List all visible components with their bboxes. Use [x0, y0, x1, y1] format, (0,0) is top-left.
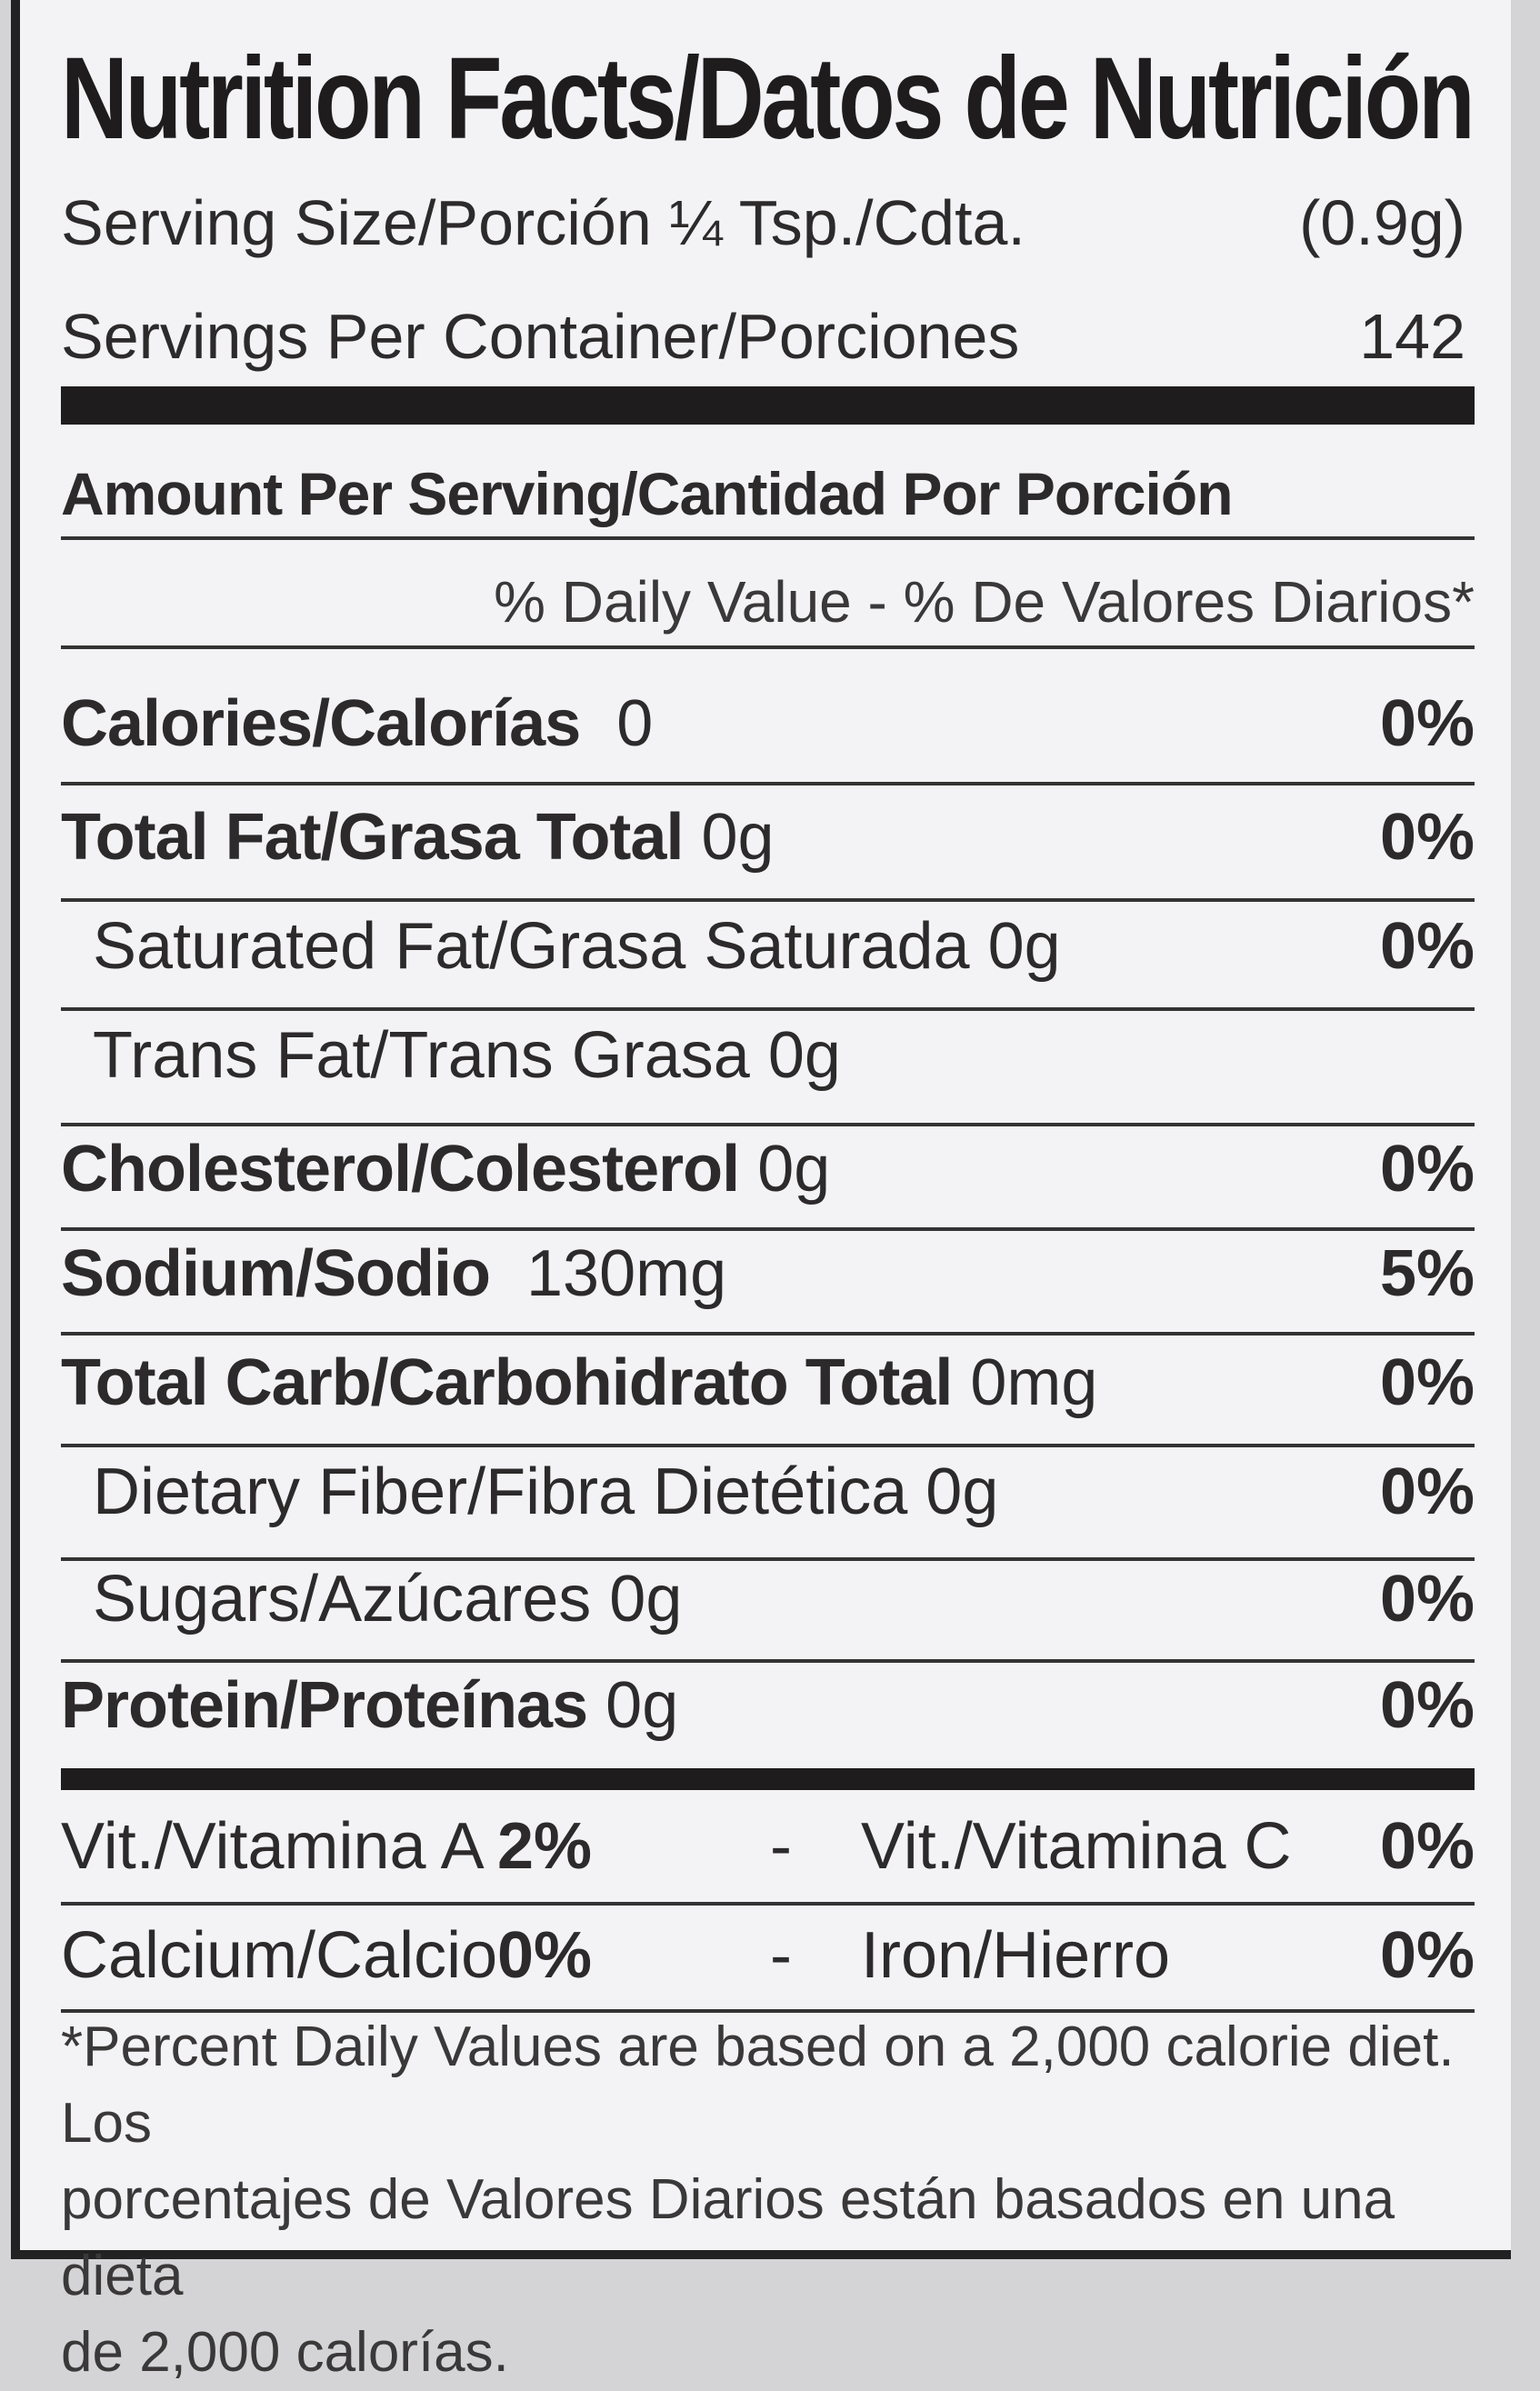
- divider: [61, 536, 1475, 540]
- nutrient-name: Calories/Calorías: [61, 687, 581, 760]
- nutrient-row-total-carb: Total Carb/Carbohidrato Total 0mg 0%: [61, 1346, 1475, 1420]
- thick-divider: [61, 1768, 1475, 1790]
- nutrient-dv: 5%: [1379, 1237, 1475, 1310]
- divider: [61, 2009, 1475, 2013]
- label-title: Nutrition Facts/Datos de Nutrición: [61, 34, 1475, 164]
- nutrient-name: Protein/Proteínas: [61, 1669, 588, 1742]
- vitamin-value: 2%: [497, 1810, 593, 1883]
- daily-value-header: % Daily Value - % De Valores Diarios*: [494, 569, 1475, 635]
- divider: [61, 645, 1475, 649]
- divider: [61, 898, 1475, 902]
- nutrient-name: Total Carb/Carbohidrato Total: [61, 1346, 953, 1419]
- nutrient-dv: 0%: [1379, 1563, 1475, 1636]
- nutrient-name: Total Fat/Grasa Total: [61, 801, 684, 874]
- amount-per-serving: Amount Per Serving/Cantidad Por Porción: [61, 460, 1234, 527]
- nutrient-name: Sodium/Sodio: [61, 1237, 491, 1310]
- servings-per-container-label: Servings Per Container/Porciones: [61, 301, 1020, 372]
- nutrient-row-cholesterol: Cholesterol/Colesterol 0g 0%: [61, 1132, 1475, 1206]
- servings-per-container-row: Servings Per Container/Porciones 142: [61, 300, 1475, 373]
- vitamin-name: Vit./Vitamina A: [61, 1810, 485, 1883]
- divider: [61, 1123, 1475, 1126]
- nutrient-name: Saturated Fat/Grasa Saturada: [93, 910, 970, 983]
- footnote-line: *Percent Daily Values are based on a 2,0…: [61, 2016, 1455, 2155]
- nutrient-row-protein: Protein/Proteínas 0g 0%: [61, 1668, 1475, 1743]
- nutrient-dv: 0%: [1379, 687, 1475, 760]
- divider: [61, 1227, 1475, 1231]
- nutrient-amount: 0g: [605, 1669, 679, 1742]
- nutrient-amount: 0g: [767, 1019, 841, 1092]
- nutrition-label: Nutrition Facts/Datos de Nutrición Servi…: [11, 0, 1511, 2384]
- nutrient-amount: 0mg: [970, 1346, 1098, 1419]
- nutrient-dv: 0%: [1379, 1456, 1475, 1528]
- divider: [61, 782, 1475, 785]
- serving-size-value: (0.9g): [1299, 187, 1465, 258]
- nutrient-dv: 0%: [1379, 1669, 1475, 1742]
- divider: [61, 1007, 1475, 1011]
- serving-size-label: Serving Size/Porción ¼ Tsp./Cdta.: [61, 187, 1025, 258]
- nutrient-row-dietary-fiber: Dietary Fiber/Fibra Dietética 0g 0%: [61, 1455, 1475, 1529]
- vitamin-name: Calcium/Calcio: [61, 1919, 498, 1992]
- nutrient-dv: 0%: [1379, 910, 1475, 983]
- divider: [61, 1557, 1475, 1561]
- nutrient-dv: 0%: [1379, 801, 1475, 874]
- nutrient-name: Trans Fat/Trans Grasa: [93, 1019, 750, 1092]
- nutrient-dv: 0%: [1379, 1346, 1475, 1419]
- nutrient-row-sodium: Sodium/Sodio 130mg 5%: [61, 1236, 1475, 1311]
- serving-size-row: Serving Size/Porción ¼ Tsp./Cdta. (0.9g): [61, 186, 1475, 259]
- vitamin-name: Iron/Hierro: [861, 1919, 1171, 1992]
- footnote-line: de 2,000 calorías.: [61, 2321, 509, 2384]
- footnote: *Percent Daily Values are based on a 2,0…: [61, 2009, 1475, 2391]
- servings-per-container-value: 142: [1359, 301, 1465, 372]
- vitamin-row: Vit./Vitamina A 2% - Vit./Vitamina C 0%: [61, 1809, 1475, 1884]
- nutrient-name: Cholesterol/Colesterol: [61, 1133, 740, 1206]
- nutrient-row-saturated-fat: Saturated Fat/Grasa Saturada 0g 0%: [61, 909, 1475, 984]
- nutrient-row-calories: Calories/Calorías 0 0%: [61, 686, 1475, 761]
- nutrient-row-total-fat: Total Fat/Grasa Total 0g 0%: [61, 800, 1475, 875]
- nutrient-amount: 0g: [757, 1133, 831, 1206]
- nutrient-row-trans-fat: Trans Fat/Trans Grasa 0g: [61, 1018, 1475, 1093]
- nutrient-amount: 0g: [987, 910, 1061, 983]
- nutrient-amount: 130mg: [525, 1237, 727, 1310]
- separator: -: [770, 1810, 792, 1883]
- nutrient-amount: 0g: [609, 1563, 683, 1636]
- divider: [61, 1902, 1475, 1906]
- vitamin-name: Vit./Vitamina C: [861, 1810, 1292, 1883]
- divider: [61, 1444, 1475, 1447]
- thick-divider: [61, 386, 1475, 425]
- vitamin-value: 0%: [1379, 1919, 1475, 1992]
- vitamin-value: 0%: [1379, 1810, 1475, 1883]
- nutrient-amount: 0g: [701, 801, 775, 874]
- vitamin-value: 0%: [497, 1919, 593, 1992]
- separator: -: [770, 1919, 792, 1992]
- nutrient-dv: 0%: [1379, 1133, 1475, 1206]
- nutrient-amount: 0g: [925, 1456, 999, 1528]
- nutrient-name: Sugars/Azúcares: [93, 1563, 592, 1636]
- footnote-line: porcentajes de Valores Diarios están bas…: [61, 2168, 1395, 2307]
- divider: [61, 1659, 1475, 1663]
- nutrient-name: Dietary Fiber/Fibra Dietética: [93, 1456, 908, 1528]
- divider: [61, 1332, 1475, 1336]
- nutrient-amount: 0: [616, 687, 654, 760]
- nutrient-row-sugars: Sugars/Azúcares 0g 0%: [61, 1562, 1475, 1636]
- vitamin-row: Calcium/Calcio 0% - Iron/Hierro 0%: [61, 1918, 1475, 1993]
